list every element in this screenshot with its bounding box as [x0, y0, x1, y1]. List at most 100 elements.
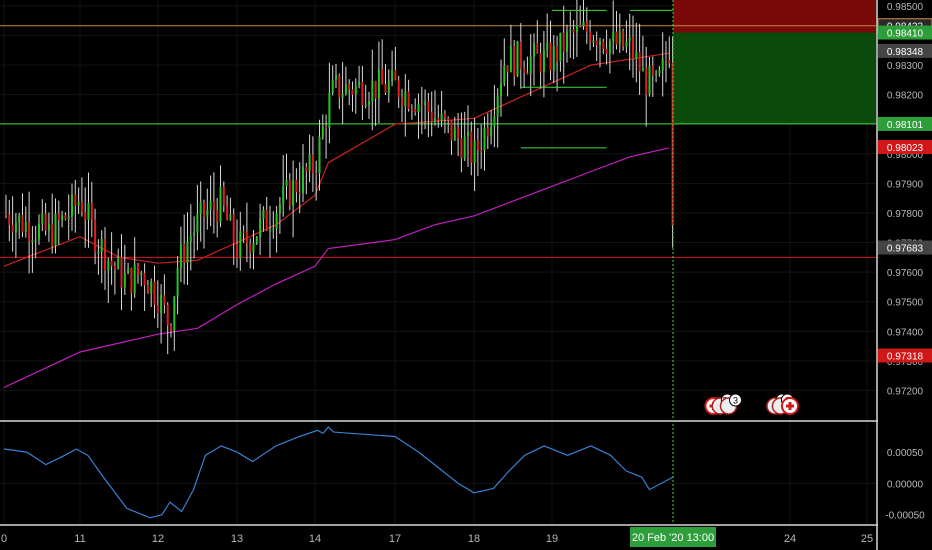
candle-body — [397, 79, 400, 98]
candle-body — [427, 101, 430, 112]
candle-body — [450, 120, 453, 141]
candle-body — [18, 215, 21, 223]
price-axis-background — [878, 0, 932, 550]
candle-body — [443, 113, 446, 119]
candle-body — [107, 260, 110, 271]
position-box[interactable] — [673, 0, 876, 124]
candle-body — [651, 65, 654, 76]
candle-body — [493, 116, 496, 127]
candle-body — [500, 83, 502, 97]
candle-body — [592, 40, 595, 43]
candle-body — [361, 81, 364, 106]
candle-body — [562, 32, 565, 52]
price-tag-label: 0.98101 — [887, 120, 924, 131]
candle-body — [199, 202, 202, 215]
time-tick-label: 12 — [152, 533, 164, 545]
time-tick-label: 17 — [389, 533, 401, 545]
candle-body — [417, 103, 420, 113]
candle-body — [354, 85, 357, 95]
candle-body — [54, 213, 57, 246]
candle-body — [536, 43, 539, 54]
candle-body — [394, 69, 397, 80]
time-tick-label: 24 — [784, 533, 796, 545]
candle-body — [295, 179, 298, 193]
event-markers[interactable]: 24333 — [704, 393, 799, 415]
candle-body — [216, 210, 219, 223]
candle-body — [625, 41, 628, 47]
candle-body — [94, 219, 97, 253]
candle-body — [282, 185, 285, 205]
candle-body — [84, 212, 87, 220]
candle-body — [8, 214, 11, 225]
candle-body — [21, 215, 24, 233]
candle-body — [77, 201, 80, 206]
candle-body — [463, 136, 466, 159]
candle-body — [226, 205, 229, 220]
price-tick-label: 0.97800 — [887, 209, 924, 220]
candle-body — [437, 118, 440, 121]
price-tag — [878, 25, 932, 40]
candle-body — [123, 273, 126, 288]
price-tick-label: 0.97900 — [887, 179, 924, 190]
candle-body — [661, 58, 664, 71]
candle-body — [374, 80, 377, 99]
candle-body — [331, 79, 334, 93]
candle-body — [605, 48, 608, 54]
price-tag-label: 0.97318 — [887, 352, 924, 363]
range-lines — [520, 9, 673, 149]
candle-body — [467, 131, 469, 137]
candle-body — [542, 49, 545, 73]
candle-body — [255, 236, 258, 244]
candle-body — [506, 65, 509, 73]
candle-body — [556, 46, 559, 62]
candle-body — [14, 222, 17, 233]
candle-body — [120, 257, 123, 288]
candle-body — [203, 202, 205, 217]
candle-body — [278, 204, 281, 214]
candle-body — [440, 113, 443, 121]
candle-body — [189, 235, 192, 242]
candle-body — [480, 150, 483, 152]
candle-body — [486, 127, 489, 137]
candle-body — [285, 179, 288, 186]
candle-body — [509, 46, 512, 73]
price-tick-label: 0.98500 — [887, 2, 924, 13]
candle-body — [519, 41, 522, 69]
candle-body — [31, 240, 34, 242]
candle-body — [658, 70, 661, 73]
candle-body — [579, 24, 582, 27]
price-tag — [878, 43, 932, 58]
candle-body — [377, 69, 380, 99]
candle-body — [473, 140, 476, 163]
price-tag — [878, 140, 932, 154]
time-tick-label: 13 — [231, 533, 243, 545]
candle-body — [638, 52, 641, 72]
candle-body — [160, 295, 163, 314]
candle-body — [338, 75, 341, 98]
candle-body — [245, 231, 248, 244]
candle-body — [371, 80, 374, 102]
position-target-zone — [673, 0, 876, 33]
candle-body — [645, 67, 648, 95]
candle-body — [232, 214, 235, 244]
candle-body — [67, 216, 70, 219]
candle-body — [117, 257, 120, 269]
price-tag-label: 0.98023 — [887, 143, 924, 154]
candle-body — [272, 228, 275, 231]
time-axis[interactable]: 0 11 12 13 14 17 18 19 24 25 20 Feb '20 13:00 — [1, 527, 873, 547]
price-axis[interactable]: 0.985000.984000.983000.982000.981000.980… — [877, 0, 932, 550]
candle-body — [622, 30, 625, 47]
candle-body — [262, 209, 265, 219]
candle-body — [41, 213, 44, 224]
candle-body — [242, 231, 245, 233]
candle-body — [212, 200, 215, 211]
candle-body — [110, 260, 113, 266]
candle-body — [618, 30, 621, 45]
candle-body — [315, 173, 318, 175]
price-tag-label: 0.97683 — [887, 244, 924, 255]
candle-body — [229, 214, 232, 220]
candle-body — [90, 202, 93, 220]
candle-body — [533, 43, 535, 57]
